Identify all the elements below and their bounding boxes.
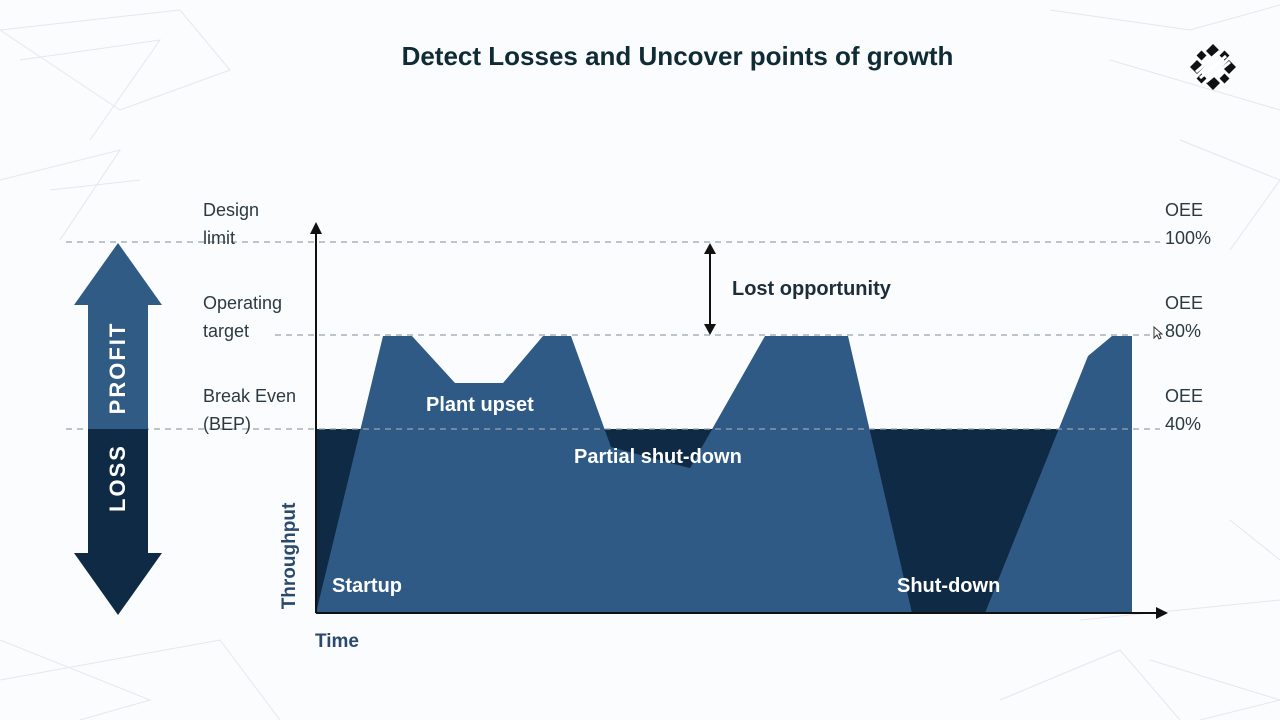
- partial-shutdown-label: Partial shut-down: [574, 446, 742, 468]
- title-container: Detect Losses and Uncover points of grow…: [0, 41, 1280, 72]
- lost-opportunity-label: Lost opportunity: [732, 278, 891, 300]
- y-axis-label: Throughput: [279, 502, 300, 610]
- operating-target-label: Operating target: [203, 293, 283, 341]
- partial-shutdown-notch: [606, 429, 712, 468]
- shutdown-label: Shut-down: [897, 575, 1001, 597]
- loss-arrow: [74, 429, 162, 615]
- oee-40-label: OEE 40%: [1165, 386, 1204, 434]
- profit-arrow: [74, 243, 162, 429]
- y-axis-arrowhead: [310, 222, 322, 234]
- mouse-cursor-icon: [1153, 326, 1163, 340]
- break-even-label: Break Even (BEP): [203, 386, 297, 434]
- lost-opportunity-arrow-top: [704, 243, 716, 254]
- x-axis-arrowhead: [1156, 607, 1168, 619]
- lost-opportunity-arrow-bottom: [704, 324, 716, 335]
- x-axis-label: Time: [315, 631, 360, 652]
- logo-icon: [1190, 44, 1236, 90]
- loss-label: LOSS: [105, 444, 130, 512]
- plant-upset-label: Plant upset: [426, 394, 534, 416]
- startup-label: Startup: [332, 575, 402, 597]
- throughput-area: [316, 336, 1132, 613]
- profit-label: PROFIT: [105, 321, 130, 415]
- page-title: Detect Losses and Uncover points of grow…: [401, 41, 954, 71]
- oee-80-label: OEE 80%: [1165, 293, 1204, 341]
- oee-100-label: OEE 100%: [1165, 200, 1212, 248]
- design-limit-label: Design limit: [203, 200, 260, 248]
